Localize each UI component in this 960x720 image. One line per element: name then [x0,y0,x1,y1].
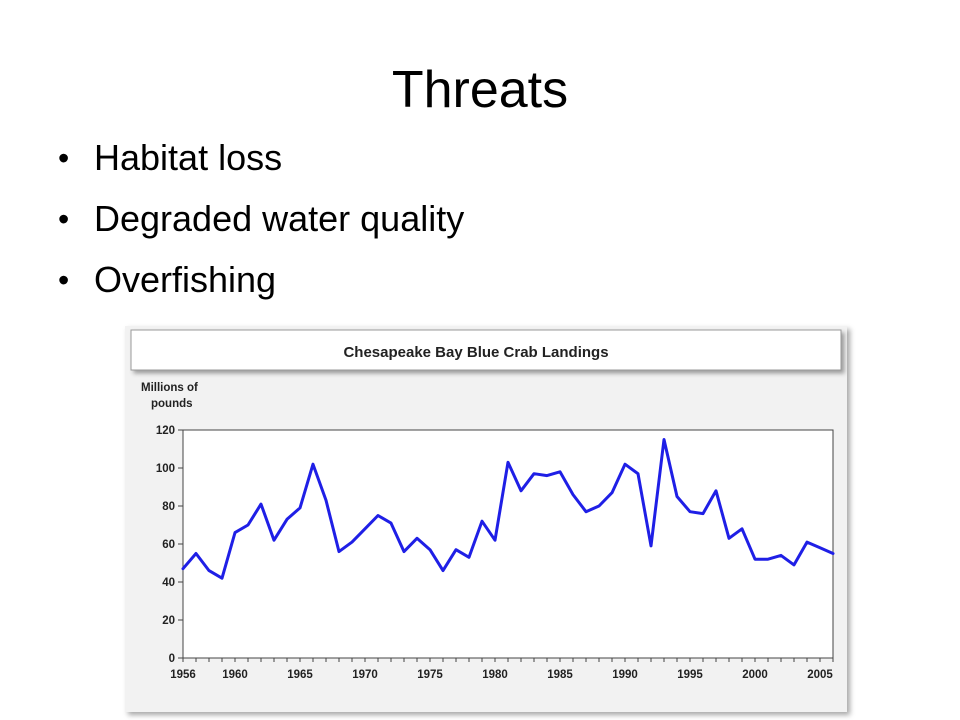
y-tick-label: 60 [162,539,175,551]
y-axis: 0 20 40 60 80 100 120 [156,425,183,665]
bullet-icon: • [58,262,70,298]
bullet-text: Overfishing [94,259,277,300]
bullet-item: • Overfishing [58,258,464,319]
x-tick-label: 1956 [170,669,196,681]
bullet-text: Habitat loss [94,137,283,178]
slide-title: Threats [391,61,569,119]
bullet-icon: • [58,201,70,237]
bullet-item: • Habitat loss [58,136,464,197]
x-tick-label: 2005 [807,669,833,681]
x-tick-label: 1995 [677,669,703,681]
chart-title: Chesapeake Bay Blue Crab Landings [343,344,608,361]
x-tick-label: 2000 [742,669,768,681]
x-tick-label: 1970 [352,669,378,681]
y-axis-label-line-2: pounds [151,398,193,410]
x-tick-label: 1985 [547,669,573,681]
x-tick-label: 1980 [482,669,508,681]
x-tick-label: 1990 [612,669,638,681]
y-tick-label: 20 [162,615,175,627]
bullet-item: • Degraded water quality [58,197,464,258]
x-axis: 1956 1960 1965 1970 1975 1980 1985 1990 1995 2000… [170,658,834,681]
y-axis-label-line-1: Millions of [141,382,198,394]
line-chart: Chesapeake Bay Blue Crab Landings Millio… [130,329,842,681]
x-tick-label: 1965 [287,669,313,681]
bullet-text: Degraded water quality [94,198,465,239]
y-tick-label: 100 [156,463,175,475]
chart-title-box [130,329,842,371]
y-tick-label: 120 [156,425,175,437]
chart-panel: Chesapeake Bay Blue Crab Landings Millio… [125,326,847,712]
y-tick-label: 80 [162,501,175,513]
landings-line [181,438,835,580]
bullet-icon: • [58,140,70,176]
y-tick-label: 40 [162,577,175,589]
bullet-list: • Habitat loss • Degraded water quality • O… [58,136,464,319]
x-tick-label: 1975 [417,669,443,681]
x-tick-label: 1960 [222,669,248,681]
y-tick-label: 0 [169,653,175,665]
